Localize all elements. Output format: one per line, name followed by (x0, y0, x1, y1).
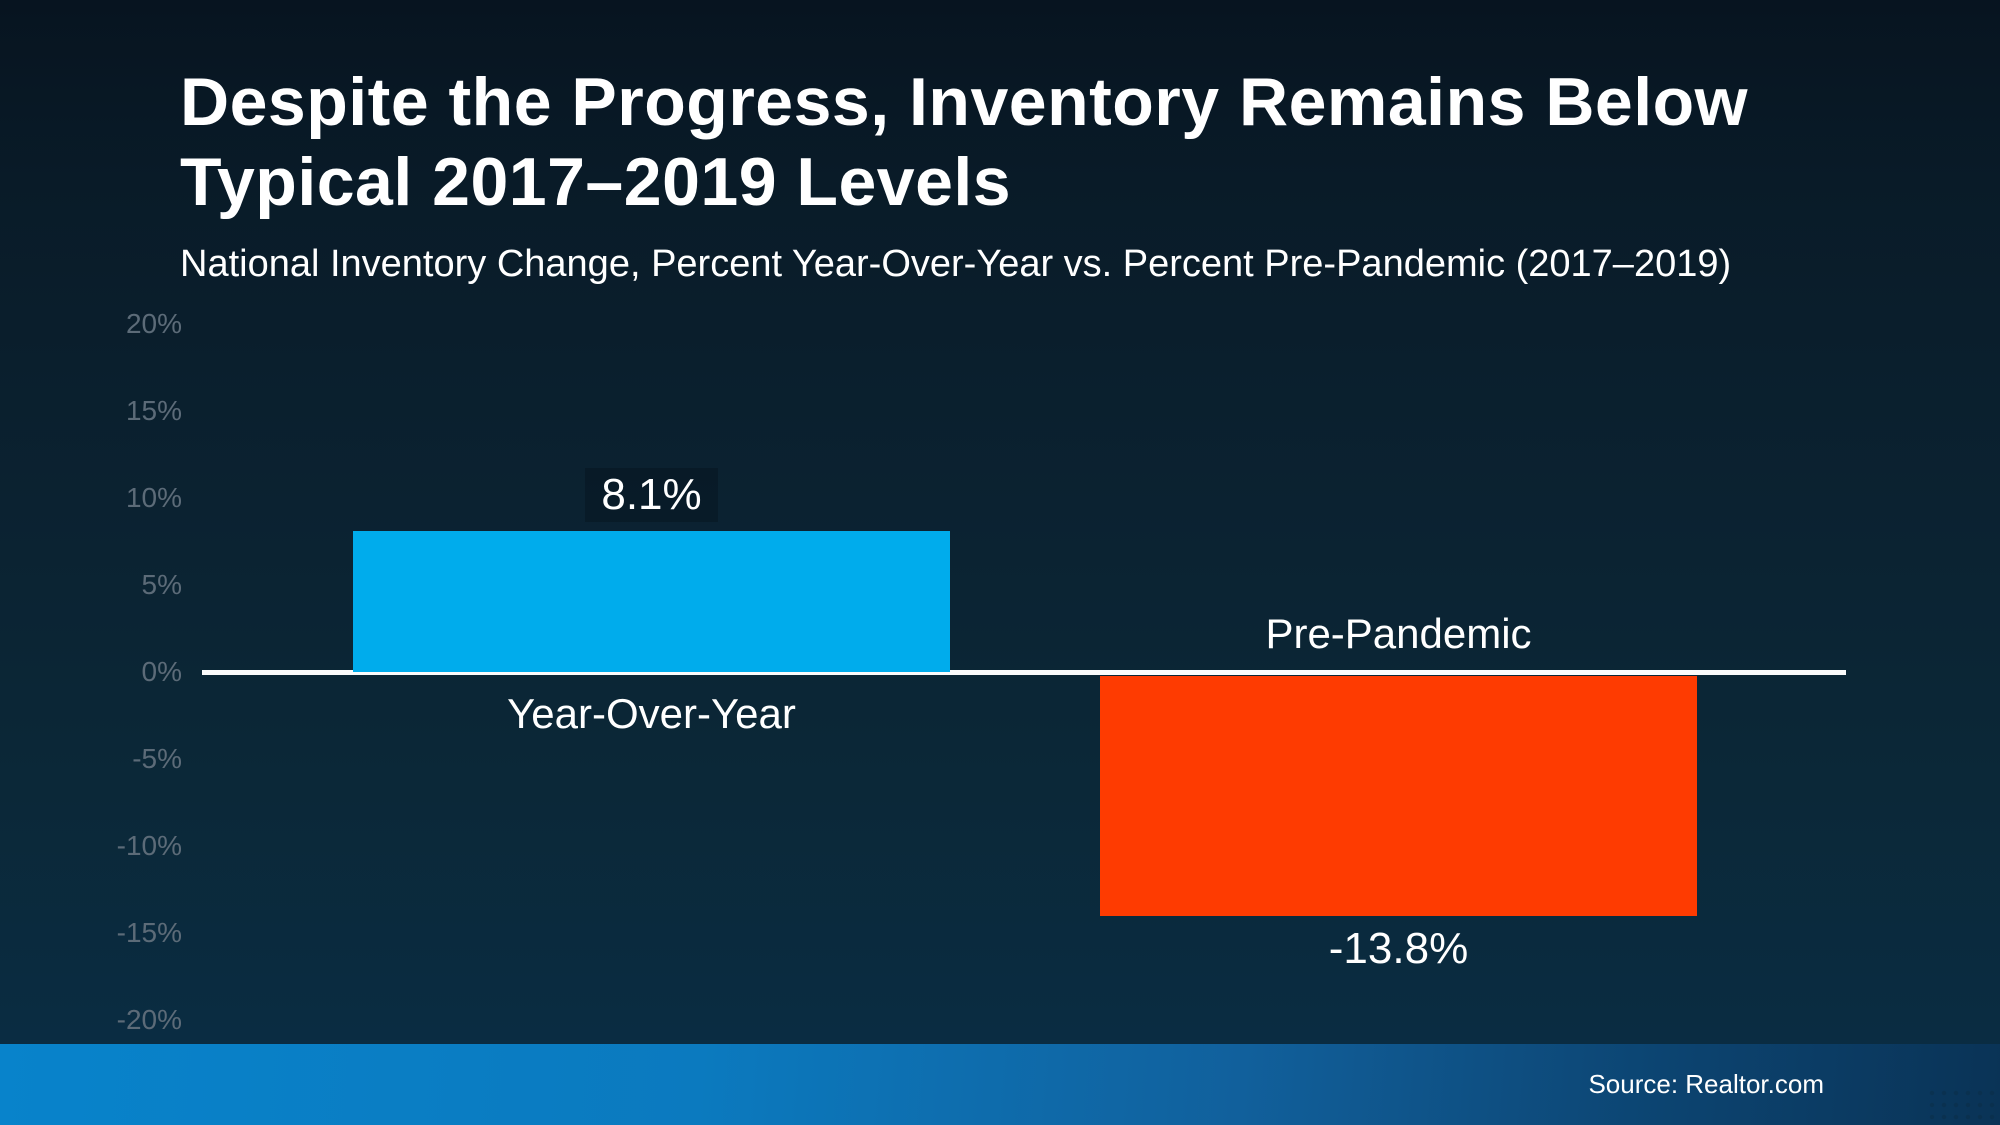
category-label-year-over-year: Year-Over-Year (507, 690, 796, 737)
y-axis-tick: 15% (125, 395, 182, 426)
chart-title: Despite the Progress, Inventory Remains … (180, 62, 1820, 222)
y-axis-tick: 0% (141, 656, 182, 687)
source-text: Source: Realtor.com (1588, 1069, 1824, 1099)
chart-subtitle: National Inventory Change, Percent Year-… (180, 243, 1732, 285)
footer-bar: Source: Realtor.com (0, 1044, 2000, 1125)
bar-pre-pandemic (1100, 676, 1697, 916)
y-axis-tick: 5% (141, 569, 182, 600)
y-axis-tick: 20% (125, 308, 182, 339)
chart-title-line1: Despite the Progress, Inventory Remains … (180, 64, 1749, 140)
category-label-pre-pandemic: Pre-Pandemic (1265, 610, 1532, 657)
y-axis-tick: -10% (116, 830, 182, 861)
y-axis-tick: -20% (116, 1004, 182, 1035)
y-axis-tick: -5% (132, 743, 182, 774)
chart-title-line2: Typical 2017–2019 Levels (180, 144, 1012, 220)
bar-year-over-year (353, 531, 950, 672)
dots-pattern (1926, 1087, 1996, 1121)
value-label-pre-pandemic: -13.8% (1328, 924, 1469, 973)
zero-baseline (202, 670, 1846, 675)
value-label-text: 8.1% (585, 468, 718, 522)
y-axis-tick: -15% (116, 917, 182, 948)
y-axis-tick: 10% (125, 482, 182, 513)
value-label-year-over-year: 8.1% (353, 468, 950, 522)
